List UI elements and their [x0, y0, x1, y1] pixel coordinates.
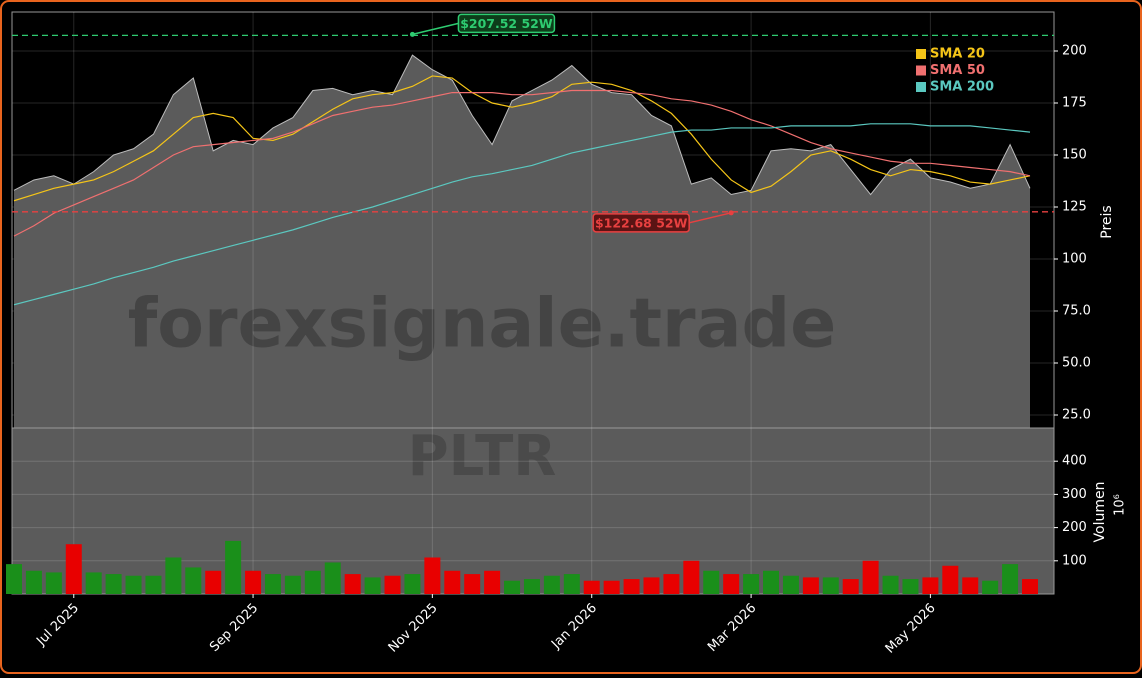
- annotation-arrow: [689, 212, 732, 224]
- volume-bar: [65, 544, 82, 594]
- volume-bar: [643, 577, 660, 594]
- volume-bar: [1002, 564, 1019, 594]
- volume-bar: [424, 557, 441, 594]
- annotation-box: [457, 13, 556, 34]
- annotation-arrow-head: [728, 210, 734, 216]
- annotation-label: $122.68 52W: [595, 215, 688, 230]
- volume-bar: [284, 575, 301, 594]
- watermark: forexsignale.trade: [128, 285, 837, 364]
- volume-bar: [922, 577, 939, 594]
- volume-bar: [225, 540, 242, 594]
- volume-bar: [523, 579, 540, 594]
- y-tick-label: 150: [1062, 148, 1087, 163]
- price-line: [13, 54, 1031, 196]
- y-tick-label: 200: [1062, 520, 1087, 535]
- volume-bar: [563, 574, 580, 594]
- volume-bar: [942, 565, 959, 594]
- legend-label: SMA 50: [930, 63, 985, 78]
- legend-swatch: [916, 65, 926, 76]
- volume-bar: [145, 575, 162, 594]
- volume-unit: 10⁶: [1113, 494, 1128, 516]
- volume-bar: [6, 564, 22, 594]
- volume-bar: [264, 574, 281, 594]
- volume-bar: [245, 570, 262, 594]
- annotation-box: [592, 213, 690, 233]
- volume-bar: [543, 575, 560, 594]
- volume-bar: [822, 577, 839, 594]
- y-tick-label: 400: [1062, 454, 1087, 469]
- y-tick-label: 125: [1062, 200, 1087, 215]
- volume-bar: [364, 577, 381, 594]
- volume-bar: [882, 575, 899, 594]
- volume-bar: [444, 570, 461, 594]
- volume-bar: [304, 570, 321, 594]
- volume-bar: [125, 575, 142, 594]
- volume-bar: [85, 572, 102, 594]
- volume-bar: [324, 562, 341, 594]
- volume-bar: [683, 560, 700, 594]
- y-tick-label: 175: [1062, 96, 1087, 111]
- volume-bar: [583, 580, 600, 594]
- volume-bar: [782, 575, 799, 594]
- volume-bar: [1022, 579, 1038, 594]
- volume-bar: [105, 574, 122, 594]
- watermark-ticker: PLTR: [408, 424, 557, 489]
- y-axis-label: Preis: [1099, 205, 1115, 238]
- volume-bar: [982, 580, 999, 594]
- price-area: [14, 55, 1030, 428]
- y-tick-label: 200: [1062, 44, 1087, 59]
- y-tick-label: 25.0: [1062, 408, 1091, 423]
- volume-bar: [763, 570, 780, 594]
- annotation-arrow: [412, 22, 459, 36]
- volume-bar: [902, 579, 919, 594]
- sma-line: [13, 89, 1031, 237]
- volume-bar: [404, 574, 421, 594]
- legend-label: SMA 20: [930, 47, 985, 62]
- volume-bar: [962, 577, 979, 594]
- volume-bar: [802, 577, 819, 594]
- sma-line: [13, 75, 1031, 202]
- y-tick-label: 300: [1062, 487, 1087, 502]
- volume-axis-label: Volumen: [1092, 482, 1108, 543]
- volume-bar: [344, 574, 361, 594]
- volume-bar: [464, 574, 481, 594]
- volume-bar: [205, 570, 222, 594]
- volume-bar: [384, 575, 401, 594]
- volume-bar: [484, 570, 501, 594]
- volume-bar: [45, 572, 62, 594]
- y-tick-label: 100: [1062, 252, 1087, 267]
- y-tick-label: 75.0: [1062, 304, 1091, 319]
- volume-bar: [165, 557, 182, 594]
- legend-swatch: [916, 82, 926, 92]
- volume-bar: [185, 567, 202, 594]
- legend-swatch: [916, 49, 926, 59]
- volume-bar: [603, 580, 620, 594]
- volume-bar: [743, 574, 760, 594]
- volume-panel: [12, 428, 1054, 594]
- volume-bar: [723, 574, 740, 594]
- annotation-label: $207.52 52W: [460, 16, 553, 31]
- y-tick-label: 50.0: [1062, 356, 1091, 371]
- volume-bar: [663, 574, 680, 594]
- volume-bar: [25, 570, 42, 594]
- y-tick-label: 100: [1062, 553, 1087, 568]
- volume-bar: [623, 579, 640, 594]
- annotation-arrow-head: [409, 31, 415, 37]
- sma-line: [13, 123, 1031, 306]
- volume-bar: [842, 579, 859, 594]
- legend-label: SMA 200: [930, 80, 994, 95]
- volume-bar: [862, 560, 879, 594]
- volume-bar: [703, 570, 720, 594]
- volume-bar: [504, 580, 521, 594]
